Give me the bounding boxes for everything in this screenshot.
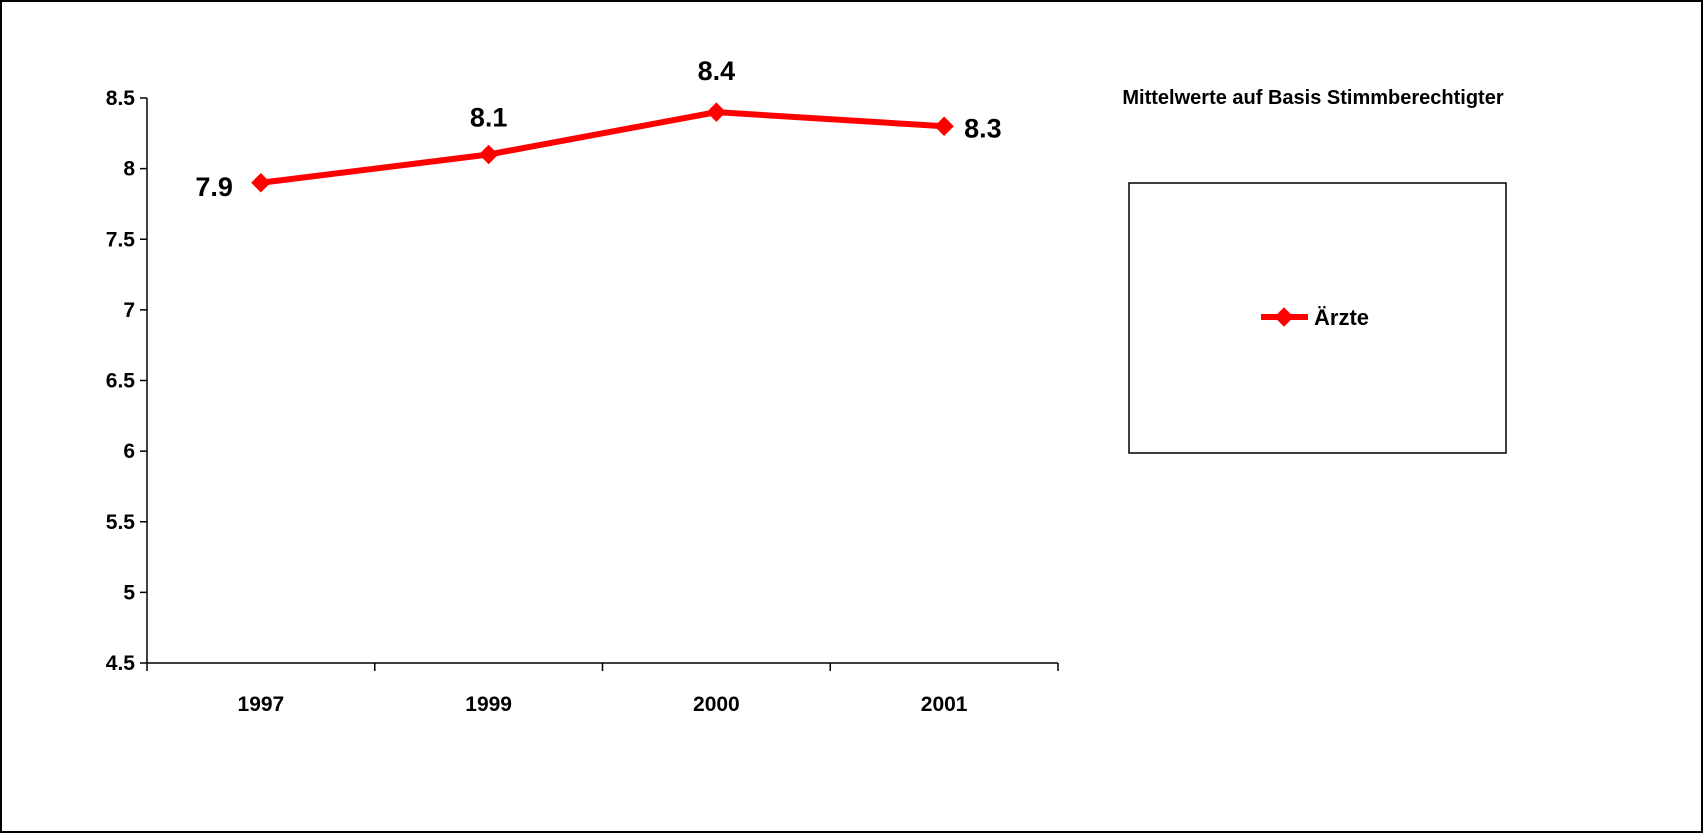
y-tick-label: 5.5 bbox=[106, 511, 136, 534]
y-tick-label: 7 bbox=[123, 299, 135, 322]
data-point-marker bbox=[480, 146, 498, 164]
legend-label-arzte: Ärzte bbox=[1314, 305, 1369, 330]
x-tick-label: 2000 bbox=[693, 693, 740, 716]
x-tick-label: 1997 bbox=[238, 693, 285, 716]
y-tick-label: 5 bbox=[123, 581, 135, 604]
y-tick-label: 8.5 bbox=[106, 87, 136, 110]
y-tick-label: 6 bbox=[123, 440, 135, 463]
data-point-marker bbox=[707, 103, 725, 121]
data-point-marker bbox=[252, 174, 270, 192]
data-point-marker bbox=[935, 117, 953, 135]
data-labels: 7.9 8.1 8.4 8.3 bbox=[195, 56, 1001, 202]
y-tick-label: 6.5 bbox=[106, 370, 136, 393]
axes: 4.5 5 5.5 6 6.5 7 7.5 8 8.5 1997 1999 2000 2001 bbox=[106, 87, 1058, 716]
data-label: 8.4 bbox=[698, 56, 736, 86]
x-tick-label: 1999 bbox=[465, 693, 512, 716]
data-label: 8.3 bbox=[964, 113, 1002, 143]
y-tick-label: 4.5 bbox=[106, 652, 136, 675]
series-line-arzte bbox=[261, 112, 944, 183]
x-tick-label: 2001 bbox=[921, 693, 968, 716]
series-arzte bbox=[252, 103, 953, 192]
y-tick-label: 7.5 bbox=[106, 228, 136, 251]
legend-title: Mittelwerte auf Basis Stimmberechtigter bbox=[1122, 87, 1503, 109]
data-label: 8.1 bbox=[470, 103, 508, 133]
legend: Mittelwerte auf Basis Stimmberechtigter Ä… bbox=[1122, 87, 1506, 453]
data-label: 7.9 bbox=[195, 172, 233, 202]
y-tick-label: 8 bbox=[123, 158, 135, 181]
